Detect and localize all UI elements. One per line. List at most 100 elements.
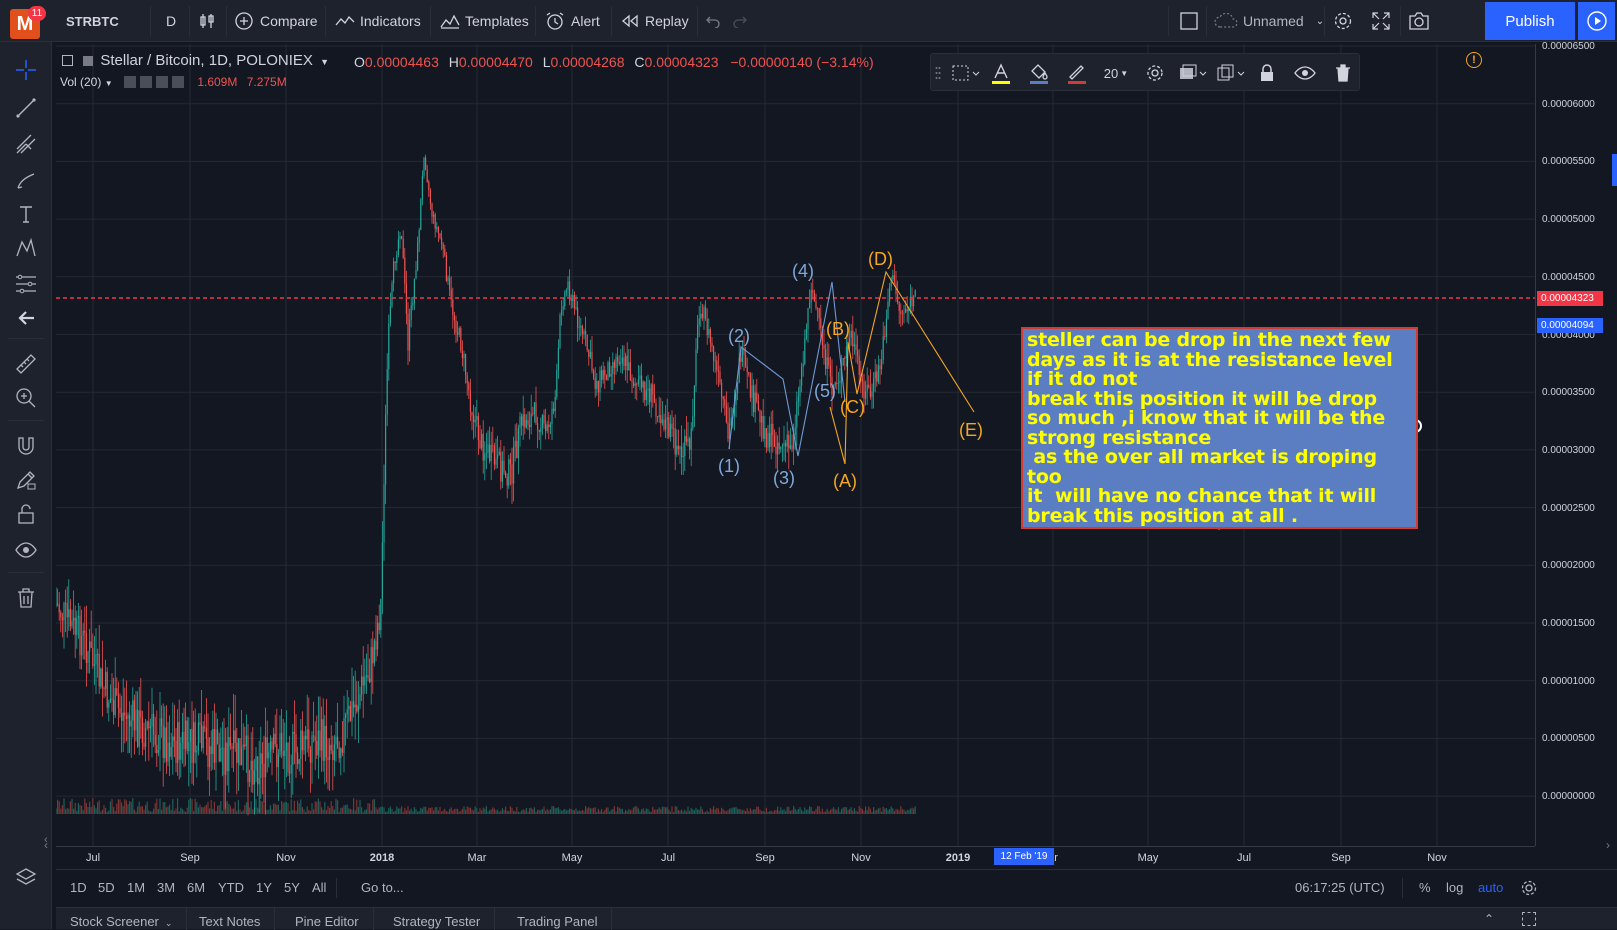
templates-button[interactable]: Templates bbox=[440, 0, 529, 42]
volume-bar bbox=[690, 808, 692, 814]
lock-icon[interactable] bbox=[1253, 59, 1281, 87]
fib-icon[interactable] bbox=[12, 270, 40, 298]
gear-icon[interactable] bbox=[1141, 59, 1169, 87]
eye-icon[interactable] bbox=[1291, 59, 1319, 87]
range-button-5y[interactable]: 5Y bbox=[284, 880, 300, 895]
log-toggle[interactable]: log bbox=[1446, 880, 1464, 895]
candle-body bbox=[489, 444, 491, 462]
wave-label-2[interactable]: (2) bbox=[728, 326, 750, 346]
text-note-annotation[interactable]: steller can be drop in the next few days… bbox=[1021, 327, 1418, 529]
tab-strategy-tester[interactable]: Strategy Tester bbox=[379, 908, 496, 930]
tab-text-notes[interactable]: Text Notes bbox=[185, 908, 276, 930]
wave-label-3[interactable]: (3) bbox=[773, 468, 795, 488]
brush-icon[interactable] bbox=[12, 166, 40, 194]
volume-bar bbox=[650, 811, 652, 814]
unlock-icon[interactable] bbox=[12, 500, 40, 528]
divider bbox=[8, 338, 44, 339]
wave-label-d[interactable]: (D) bbox=[868, 249, 893, 269]
range-button-1m[interactable]: 1M bbox=[127, 880, 146, 895]
tab-trading-panel[interactable]: Trading Panel bbox=[503, 908, 613, 930]
volume-label[interactable]: Vol (20) bbox=[60, 75, 102, 89]
collapse-legend-icon[interactable] bbox=[62, 55, 73, 66]
fill-color-icon[interactable] bbox=[1025, 59, 1053, 87]
scroll-left-icon[interactable]: ‹ bbox=[44, 838, 48, 852]
ruler-icon[interactable] bbox=[12, 350, 40, 378]
trend-line-icon[interactable] bbox=[12, 94, 40, 122]
volume-legend-buttons[interactable] bbox=[123, 76, 188, 88]
font-size-select[interactable]: 20 ▼ bbox=[1099, 59, 1133, 87]
back-arrow-icon[interactable] bbox=[12, 304, 40, 332]
pattern-icon[interactable] bbox=[12, 234, 40, 262]
wave-label-c[interactable]: (C) bbox=[840, 397, 865, 417]
text-icon[interactable] bbox=[12, 200, 40, 228]
zoom-icon[interactable] bbox=[12, 384, 40, 412]
drag-handle-icon[interactable] bbox=[933, 59, 943, 87]
crosshair-icon[interactable] bbox=[12, 56, 40, 84]
publish-button[interactable]: Publish bbox=[1485, 2, 1575, 40]
clone-icon[interactable] bbox=[1215, 59, 1247, 87]
layers-icon[interactable] bbox=[12, 864, 40, 892]
settings-button[interactable] bbox=[1333, 0, 1353, 42]
range-button-all[interactable]: All bbox=[312, 880, 327, 895]
symbol-search[interactable]: STRBTC bbox=[66, 13, 119, 29]
trash-icon[interactable] bbox=[1329, 59, 1357, 87]
wave-label-a[interactable]: (A) bbox=[833, 471, 857, 491]
collapse-left-icon[interactable]: ‹ bbox=[44, 834, 48, 846]
snapshot-button[interactable] bbox=[1408, 0, 1430, 42]
border-color-icon[interactable] bbox=[1063, 59, 1091, 87]
compare-button[interactable]: Compare bbox=[234, 0, 318, 42]
percent-toggle[interactable]: % bbox=[1419, 880, 1431, 895]
wave-label-5[interactable]: (5) bbox=[814, 381, 836, 401]
wave-label-4[interactable]: (4) bbox=[792, 261, 814, 281]
candle-body bbox=[282, 751, 284, 756]
layout-menu[interactable]: Unnamed ⌄ bbox=[1214, 0, 1324, 42]
range-button-3m[interactable]: 3M bbox=[157, 880, 176, 895]
eye-icon[interactable] bbox=[12, 536, 40, 564]
auto-toggle[interactable]: auto bbox=[1478, 880, 1504, 895]
alert-button[interactable]: Alert bbox=[545, 0, 600, 42]
fullscreen-toggle[interactable] bbox=[1180, 0, 1198, 42]
play-button[interactable] bbox=[1578, 2, 1615, 40]
range-button-1d[interactable]: 1D bbox=[70, 880, 87, 895]
range-button-1y[interactable]: 1Y bbox=[256, 880, 272, 895]
warning-icon[interactable]: ! bbox=[1466, 52, 1482, 68]
scroll-right-icon[interactable]: › bbox=[1606, 838, 1610, 852]
indicators-button[interactable]: Indicators bbox=[335, 0, 421, 42]
candle-body bbox=[793, 434, 795, 450]
wave-label-1[interactable]: (1) bbox=[718, 456, 740, 476]
undo-button[interactable] bbox=[705, 0, 721, 42]
range-button-ytd[interactable]: YTD bbox=[218, 880, 244, 895]
goto-button[interactable]: Go to... bbox=[361, 880, 404, 895]
volume-bar bbox=[533, 807, 535, 814]
tab-pine-editor[interactable]: Pine Editor bbox=[281, 908, 374, 930]
candle-body bbox=[777, 442, 779, 455]
utc-clock[interactable]: 06:17:25 (UTC) bbox=[1295, 880, 1385, 895]
trash-icon[interactable] bbox=[12, 584, 40, 612]
wave-label-b[interactable]: (B) bbox=[826, 319, 850, 339]
range-button-6m[interactable]: 6M bbox=[187, 880, 206, 895]
chart-style-button[interactable] bbox=[198, 0, 216, 42]
candle-body bbox=[695, 349, 697, 386]
price-axis[interactable]: 0.00006500 0.00006000 0.00005500 0.00005000… bbox=[1535, 41, 1617, 846]
maximize-panel-icon[interactable] bbox=[1522, 912, 1536, 926]
select-template-icon[interactable] bbox=[949, 59, 983, 87]
pitchfork-icon[interactable] bbox=[12, 130, 40, 158]
text-color-icon[interactable] bbox=[987, 59, 1015, 87]
chevron-up-icon[interactable]: ⌃ bbox=[1484, 912, 1495, 926]
gear-icon[interactable] bbox=[1520, 879, 1538, 902]
chevron-down-icon[interactable]: ▼ bbox=[104, 79, 113, 88]
visual-order-icon[interactable] bbox=[1177, 59, 1209, 87]
magnet-icon[interactable] bbox=[12, 432, 40, 460]
time-axis[interactable]: JulSepNov2018MarMayJulSepNov2019arMayJul… bbox=[56, 846, 1535, 868]
range-button-5d[interactable]: 5D bbox=[98, 880, 115, 895]
tab-stock-screener[interactable]: Stock Screener ⌄ bbox=[56, 908, 188, 930]
lock-draw-icon[interactable] bbox=[12, 466, 40, 494]
interval-button[interactable]: D bbox=[166, 13, 177, 29]
redo-button[interactable] bbox=[732, 0, 748, 42]
symbol-title[interactable]: Stellar / Bitcoin, 1D, POLONIEX bbox=[100, 52, 313, 69]
fullscreen-button[interactable] bbox=[1372, 0, 1390, 42]
wave-label-e[interactable]: (E) bbox=[959, 420, 983, 440]
volume-bar bbox=[831, 808, 833, 814]
replay-button[interactable]: Replay bbox=[621, 0, 689, 42]
chevron-down-icon[interactable]: ▼ bbox=[320, 57, 330, 67]
